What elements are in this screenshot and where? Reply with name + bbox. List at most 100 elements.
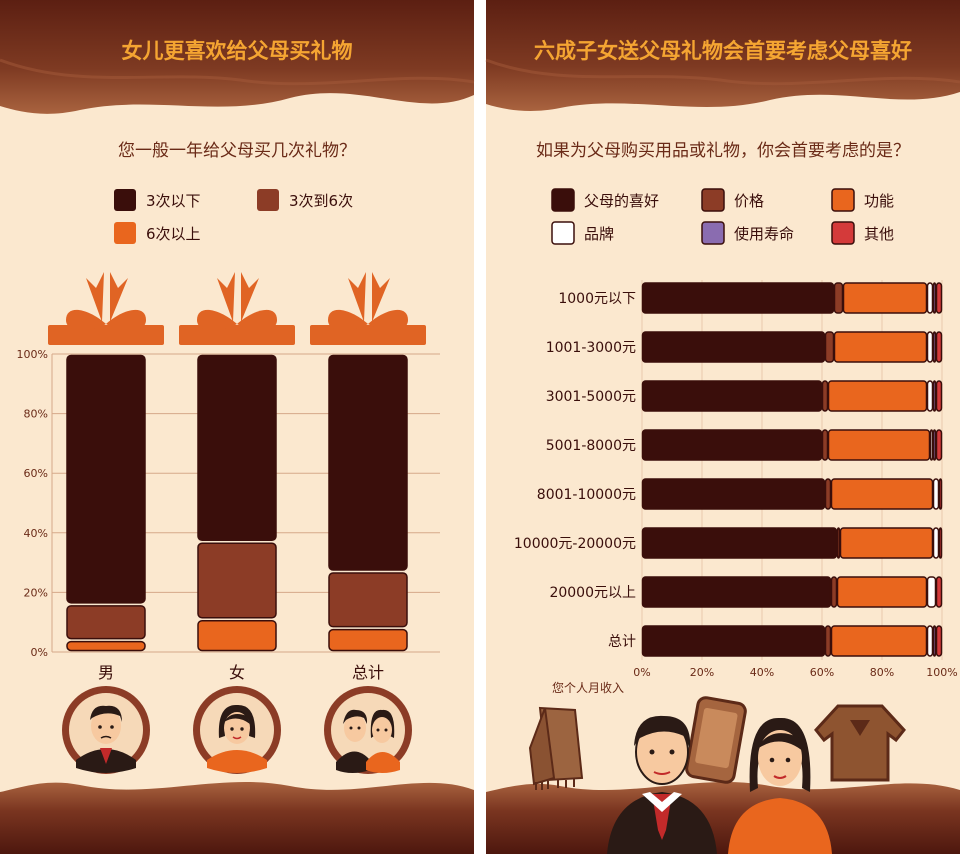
legend-swatch <box>551 188 575 212</box>
bar-segment <box>842 282 928 314</box>
legend-swatch <box>551 221 575 245</box>
y-tick-label: 40% <box>24 527 48 540</box>
bar-segment <box>641 282 835 314</box>
bar-segment <box>328 628 408 652</box>
gift-bow <box>328 272 408 331</box>
bar-segment <box>328 354 408 571</box>
x-tick-label: 0% <box>633 666 650 679</box>
bar-segment <box>641 576 832 608</box>
legend-label: 使用寿命 <box>734 225 794 243</box>
left-stacked-bar-chart: 0% 20% 40% 60% 80% 100% 男 女 总计 <box>17 272 440 682</box>
legend-label-gt6: 6次以上 <box>146 225 201 243</box>
left-title: 女儿更喜欢给父母买礼物 <box>122 39 353 63</box>
x-tick-label: 20% <box>690 666 714 679</box>
bar-segment <box>836 527 841 559</box>
legend-swatch <box>831 221 855 245</box>
legend-label: 品牌 <box>584 225 614 243</box>
bar-segment <box>821 380 829 412</box>
man-illustration <box>607 715 717 854</box>
bar-segment <box>932 380 937 412</box>
x-tick-label: 40% <box>750 666 774 679</box>
bar-segment <box>926 625 934 657</box>
bar-segment <box>935 282 943 314</box>
category-label: 总计 <box>352 663 384 682</box>
bar-segment <box>935 331 943 363</box>
bow-loop-right <box>368 309 408 331</box>
left-legend: 3次以下 3次到6次 6次以上 <box>114 189 353 244</box>
bar-segment <box>66 605 146 640</box>
bar-segment <box>836 576 928 608</box>
y-tick-label: 80% <box>24 408 48 421</box>
legend-label: 父母的喜好 <box>584 192 659 210</box>
y-tick-label: 60% <box>24 467 48 480</box>
bar-segment <box>824 478 832 510</box>
gift-bow <box>197 272 277 331</box>
row-label: 20000元以上 <box>549 585 636 601</box>
bar-segment <box>932 429 937 461</box>
bar-segment <box>935 380 943 412</box>
bow-loop-left <box>197 309 237 331</box>
row-label: 8001-10000元 <box>537 487 636 503</box>
bar-segment <box>66 640 146 652</box>
bow-loop-left <box>328 309 368 331</box>
legend-swatch-lt3 <box>114 189 136 211</box>
right-title: 六成子女送父母礼物会首要考虑父母喜好 <box>534 39 912 63</box>
row-label: 1000元以下 <box>558 291 636 307</box>
bar-segment <box>197 542 277 619</box>
bar-segment <box>926 331 934 363</box>
bow-loop-left <box>66 309 106 331</box>
gift-lid <box>310 325 426 345</box>
bow-tail-left <box>86 272 104 322</box>
bar-segment <box>641 429 823 461</box>
bow-tail-left <box>348 272 366 322</box>
bar-segment <box>328 572 408 628</box>
bar-segment <box>932 527 940 559</box>
silk-bottom-left <box>0 781 474 854</box>
bar-segment <box>641 478 826 510</box>
bar-segment <box>830 478 934 510</box>
phone-illustration <box>685 696 747 784</box>
legend-swatch-gt6 <box>114 222 136 244</box>
bar-segment <box>932 282 937 314</box>
bar-segment <box>926 380 934 412</box>
bar-segment <box>830 625 928 657</box>
category-label: 男 <box>98 663 114 682</box>
bar-segment <box>824 331 835 363</box>
bow-loop-right <box>237 309 277 331</box>
right-stacked-bar-chart: 0% 20% 40% 60% 80% 100% 1000元以下 1001-3000元 3001-… <box>514 280 958 679</box>
bar-segment <box>926 282 934 314</box>
legend-label-3to6: 3次到6次 <box>289 192 353 210</box>
bar-segment <box>932 478 940 510</box>
bow-tail-right <box>241 272 259 322</box>
bow-tail-left <box>217 272 235 322</box>
bar-segment <box>641 331 826 363</box>
bow-loop-right <box>106 309 146 331</box>
bar-segment <box>938 527 943 559</box>
bar-segment <box>935 576 943 608</box>
right-question: 如果为父母购买用品或礼物，你会首要考虑的是？ <box>536 141 910 161</box>
bar-segment <box>641 625 826 657</box>
category-label: 女 <box>229 663 245 682</box>
row-label: 1001-3000元 <box>546 340 636 356</box>
scarf-illustration <box>528 706 584 790</box>
x-tick-label: 80% <box>870 666 894 679</box>
bow-tail-right <box>372 272 390 322</box>
avatar-female <box>193 686 281 774</box>
bar-segment <box>66 354 146 604</box>
silk-bottom-right <box>486 781 960 854</box>
bar-segment <box>830 576 838 608</box>
bar-segment <box>929 429 934 461</box>
bar-segment <box>821 429 829 461</box>
silk-top-left <box>0 0 474 114</box>
gift-lid <box>48 325 164 345</box>
bow-tail-right <box>110 272 128 322</box>
bar-segment <box>938 478 943 510</box>
bar-segment <box>824 625 832 657</box>
bar-segment <box>827 429 931 461</box>
y-tick-label: 0% <box>31 646 48 659</box>
x-tick-label: 100% <box>926 666 957 679</box>
bar-segment <box>935 429 943 461</box>
row-label: 总计 <box>608 634 636 650</box>
